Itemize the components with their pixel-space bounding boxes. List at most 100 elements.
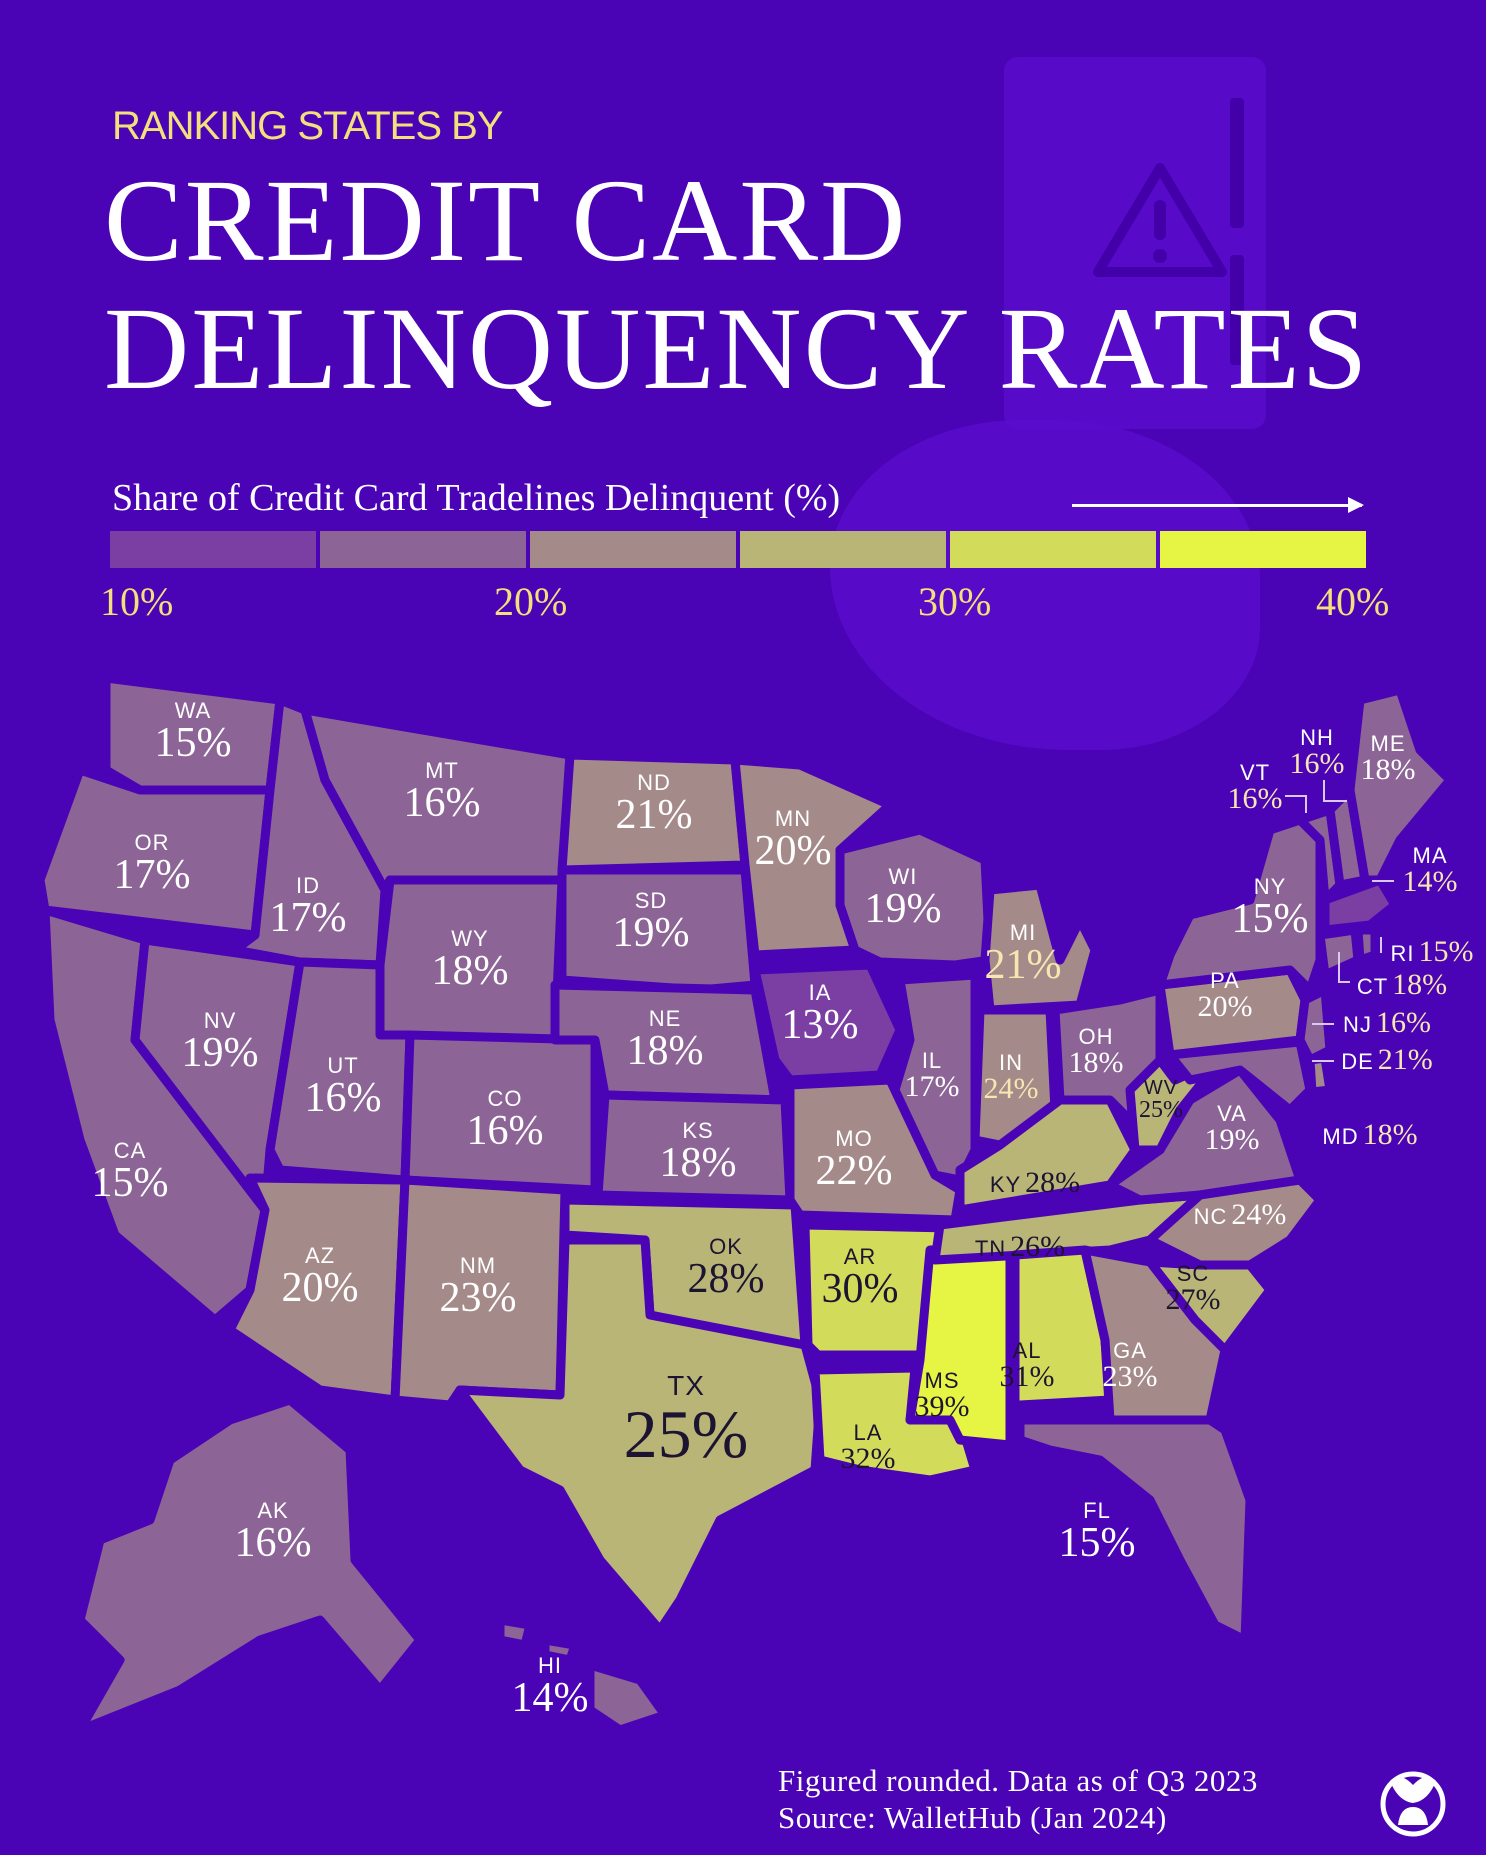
label-TN: TN 26%: [974, 1230, 1066, 1263]
label-AR: AR 30%: [821, 1244, 899, 1312]
label-WA: WA 15%: [154, 698, 232, 766]
state-MA: [1320, 875, 1400, 935]
state-AK: [75, 1395, 425, 1735]
leader-line: [1338, 952, 1340, 982]
scale-segment: [320, 531, 526, 568]
source-note: Source: WalletHub (Jan 2024): [778, 1800, 1167, 1835]
label-TX: TX 25%: [623, 1370, 749, 1472]
label-OH: OH 18%: [1068, 1024, 1124, 1079]
footer-notes: Figured rounded. Data as of Q3 2023 Sour…: [778, 1762, 1258, 1836]
card-stripe: [1230, 255, 1244, 365]
label-VA: VA 19%: [1204, 1101, 1260, 1156]
label-AK: AK 16%: [234, 1498, 312, 1566]
credit-card-illustration: [1004, 57, 1266, 429]
label-IN: IN 24%: [983, 1050, 1039, 1105]
label-MN: MN 20%: [754, 806, 832, 874]
scale-segment: [1160, 531, 1366, 568]
state-KY: [955, 1095, 1140, 1215]
label-NJ: NJ 16%: [1343, 1006, 1431, 1039]
state-HI: [495, 1615, 535, 1650]
label-HI: HI 14%: [511, 1653, 589, 1721]
leader-line: [1338, 981, 1350, 983]
visual-capitalist-logo-icon: [1380, 1771, 1446, 1837]
leader-line: [1323, 780, 1325, 802]
page-title-line1: CREDIT CARD: [104, 155, 908, 286]
state-VA: [1105, 1065, 1305, 1205]
state-IA: [750, 960, 905, 1085]
color-scale: [110, 531, 1366, 568]
leader-line: [1372, 880, 1394, 882]
label-IA: IA 13%: [781, 980, 859, 1048]
label-WY: WY 18%: [431, 926, 509, 994]
label-MI: MI 21%: [984, 920, 1062, 988]
state-HI: [540, 1635, 580, 1665]
label-AZ: AZ 20%: [281, 1243, 359, 1311]
label-WV: WV 25%: [1139, 1077, 1183, 1123]
label-CT: CT 18%: [1356, 968, 1448, 1001]
label-LA: LA 32%: [840, 1420, 896, 1475]
label-ME: ME 18%: [1360, 731, 1416, 786]
scale-tick: 40%: [1316, 579, 1390, 624]
kicker: RANKING STATES BY: [112, 104, 503, 148]
label-WI: WI 19%: [864, 864, 942, 932]
label-IL: IL 17%: [904, 1048, 960, 1103]
warning-icon: [1093, 163, 1227, 277]
leader-line: [1312, 1060, 1334, 1062]
scale-segment: [950, 531, 1156, 568]
label-KS: KS 18%: [659, 1118, 737, 1186]
scale-tick: 30%: [918, 579, 992, 624]
leader-line: [1380, 937, 1382, 953]
scale-segment: [740, 531, 946, 568]
label-MO: MO 22%: [815, 1126, 893, 1194]
data-note: Figured rounded. Data as of Q3 2023: [778, 1763, 1258, 1798]
state-MD: [1165, 1037, 1315, 1115]
state-MI: [980, 880, 1100, 1015]
state-MS: [905, 1243, 1015, 1450]
label-ID: ID 17%: [269, 873, 347, 941]
label-MD: MD 18%: [1322, 1118, 1418, 1151]
label-KY: KY 28%: [989, 1166, 1081, 1199]
legend-title: Share of Credit Card Tradelines Delinque…: [112, 477, 841, 519]
label-NC: NC 24%: [1193, 1198, 1287, 1231]
label-CA: CA 15%: [91, 1138, 169, 1206]
hand-illustration: [830, 420, 1260, 750]
scale-tick: 10%: [100, 579, 174, 624]
label-CO: CO 16%: [466, 1086, 544, 1154]
label-NE: NE 18%: [626, 1006, 704, 1074]
label-GA: GA 23%: [1102, 1338, 1158, 1393]
label-MT: MT 16%: [403, 758, 481, 826]
label-VT: VT 16%: [1227, 760, 1283, 815]
label-SC: SC 27%: [1165, 1261, 1221, 1316]
page-title-line2: DELINQUENCY RATES: [104, 283, 1370, 414]
label-NM: NM 23%: [439, 1253, 517, 1321]
label-MA: MA 14%: [1402, 843, 1458, 898]
state-WI: [835, 825, 995, 970]
scale-segment: [530, 531, 736, 568]
label-MS: MS 39%: [914, 1368, 970, 1423]
leader-line: [1305, 795, 1307, 813]
label-AL: AL 31%: [999, 1338, 1055, 1393]
label-PA: PA 20%: [1197, 968, 1253, 1023]
state-RI: [1353, 925, 1380, 965]
label-RI: RI 15%: [1390, 935, 1474, 968]
label-NV: NV 19%: [181, 1008, 259, 1076]
label-DE: DE 21%: [1341, 1043, 1433, 1076]
leader-line: [1312, 1023, 1334, 1025]
arrow-right-icon: [1072, 497, 1364, 513]
scale-segment: [110, 531, 316, 568]
label-OR: OR 17%: [113, 830, 191, 898]
label-ND: ND 21%: [615, 770, 693, 838]
leader-line: [1285, 795, 1307, 797]
label-OK: OK 28%: [687, 1234, 765, 1302]
state-IL: [890, 970, 980, 1185]
card-stripe: [1230, 98, 1244, 228]
state-FL: [1015, 1415, 1255, 1645]
state-GA: [1080, 1245, 1230, 1425]
label-UT: UT 16%: [304, 1053, 382, 1121]
state-TX: [455, 1235, 825, 1635]
label-SD: SD 19%: [612, 888, 690, 956]
label-NH: NH 16%: [1289, 725, 1345, 780]
state-HI: [585, 1660, 670, 1735]
leader-line: [1323, 800, 1347, 802]
